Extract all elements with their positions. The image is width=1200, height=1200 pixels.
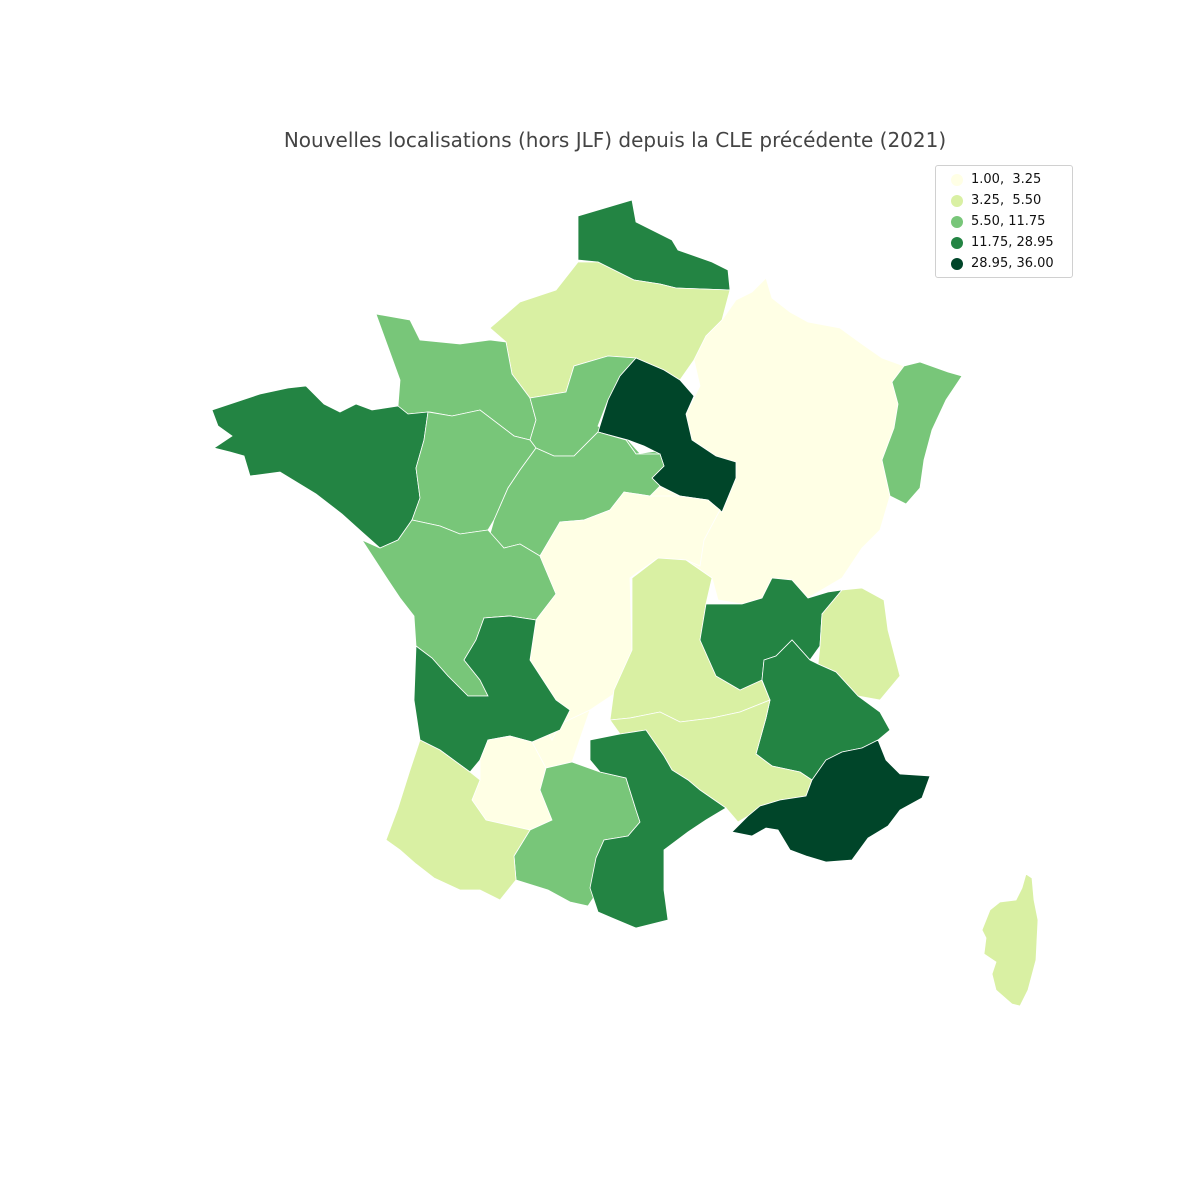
region-provence (731, 739, 931, 863)
region-corse (981, 873, 1039, 1007)
legend-label: 11.75, 28.95 (971, 235, 1054, 250)
region-landes (385, 739, 531, 901)
legend-swatch (951, 194, 963, 207)
legend-swatch (951, 215, 963, 228)
legend-item[interactable]: 1.00, 3.25 (936, 169, 1072, 190)
legend-swatch (951, 257, 963, 270)
legend-item[interactable]: 11.75, 28.95 (936, 232, 1072, 253)
legend-label: 28.95, 36.00 (971, 256, 1054, 271)
region-savoie (817, 587, 901, 701)
legend-label: 3.25, 5.50 (971, 193, 1042, 208)
legend-item[interactable]: 28.95, 36.00 (936, 253, 1072, 274)
region-alsace (881, 361, 963, 505)
map-title: Nouvelles localisations (hors JLF) depui… (283, 128, 947, 152)
region-languedoc (589, 729, 727, 929)
region-champagne (597, 357, 737, 513)
legend-swatch (951, 173, 963, 186)
legend-item[interactable]: 5.50, 11.75 (936, 211, 1072, 232)
legend-label: 5.50, 11.75 (971, 214, 1046, 229)
legend: 1.00, 3.25 3.25, 5.50 5.50, 11.75 11.75,… (935, 165, 1073, 278)
legend-label: 1.00, 3.25 (971, 172, 1042, 187)
region-bretagne (211, 385, 429, 549)
legend-item[interactable]: 3.25, 5.50 (936, 190, 1072, 211)
legend-swatch (951, 236, 963, 249)
